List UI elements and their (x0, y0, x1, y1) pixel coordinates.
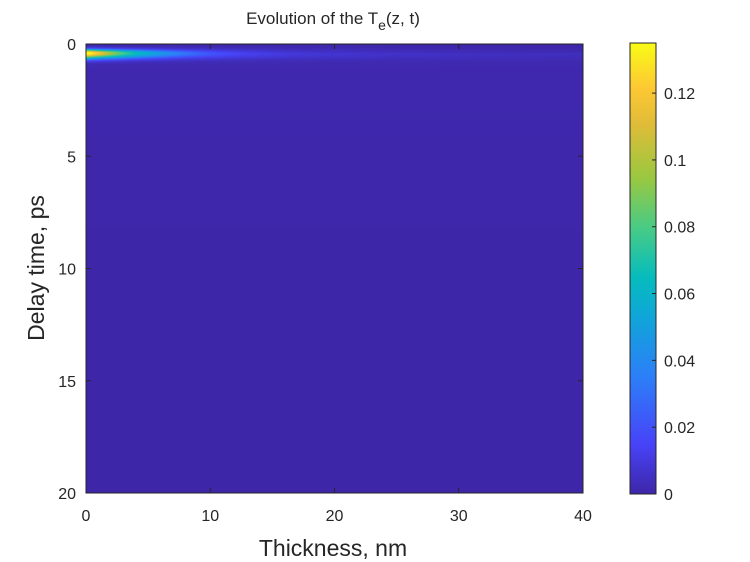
colorbar (629, 42, 657, 495)
colorbar-tick-label: 0 (664, 487, 673, 504)
chart-title: Evolution of the Te(z, t) (246, 9, 420, 33)
x-tick-label: 40 (574, 508, 592, 525)
x-tick-label: 20 (326, 508, 344, 525)
x-tick-label: 30 (450, 508, 468, 525)
x-axis-ticks: 0 10 20 30 40 (82, 44, 592, 525)
y-tick-label: 20 (58, 486, 76, 503)
y-axis-label: Delay time, ps (23, 195, 49, 341)
heatmap-image (86, 44, 583, 493)
colorbar-ticks: 0 0.02 0.04 0.06 0.08 0.1 0.12 (652, 86, 695, 504)
colorbar-tick-label: 0.12 (664, 86, 695, 103)
chart-title-main: Evolution of the T (246, 9, 378, 28)
y-tick-label: 10 (58, 262, 76, 279)
colorbar-tick-label: 0.02 (664, 420, 695, 437)
x-tick-label: 0 (82, 508, 91, 525)
y-tick-label: 15 (58, 374, 76, 391)
colorbar-tick-label: 0.06 (664, 287, 695, 304)
x-tick-label: 10 (201, 508, 219, 525)
x-axis-label: Thickness, nm (259, 535, 407, 561)
chart-title-suffix: (z, t) (386, 9, 420, 28)
chart-title-subscript: e (378, 17, 386, 33)
colorbar-tick-label: 0.1 (664, 153, 686, 170)
colorbar-tick-label: 0.08 (664, 220, 695, 237)
colorbar-tick-label: 0.04 (664, 353, 695, 370)
y-tick-label: 0 (67, 37, 76, 54)
y-tick-label: 5 (67, 149, 76, 166)
y-axis-ticks: 0 5 10 15 20 (58, 37, 583, 503)
